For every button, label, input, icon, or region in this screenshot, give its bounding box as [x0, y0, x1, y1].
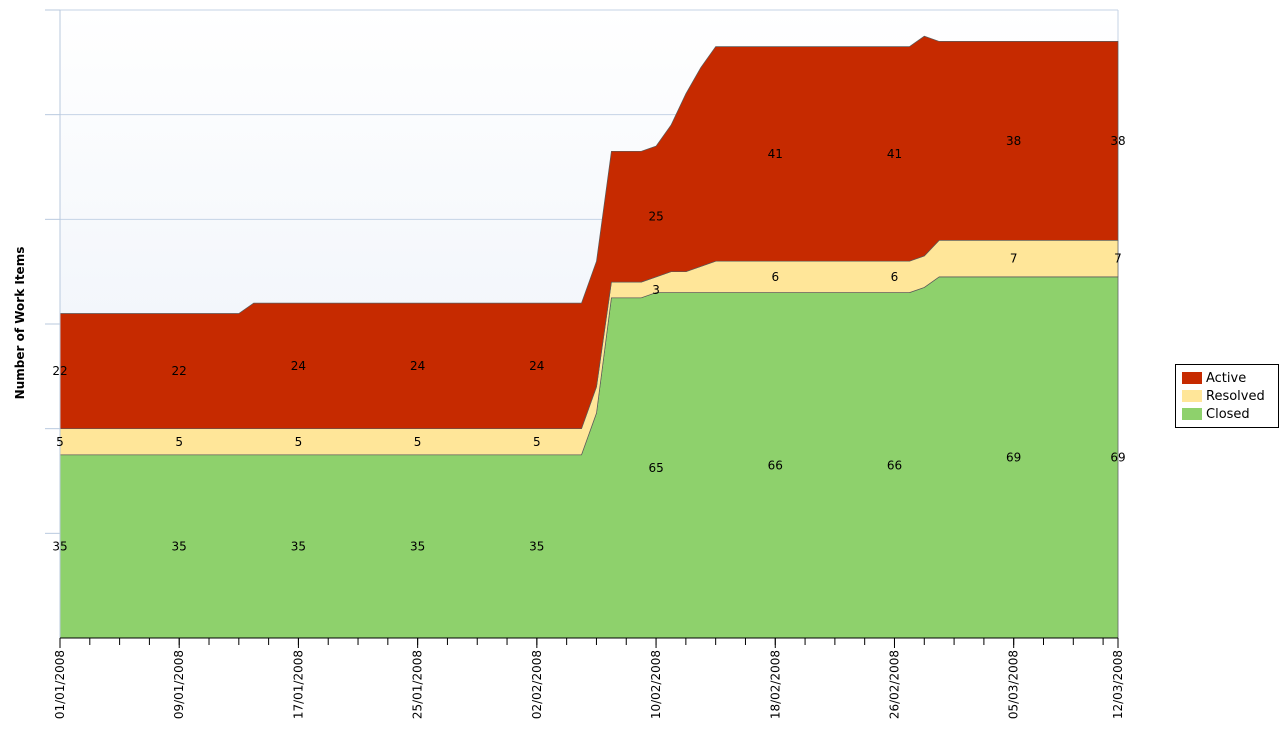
data-label-active: 38: [1006, 134, 1021, 148]
legend-item-active: Active: [1182, 369, 1278, 387]
data-label-active: 38: [1110, 134, 1125, 148]
x-tick-label: 01/01/2008: [53, 650, 67, 719]
data-label-closed: 35: [52, 539, 67, 553]
data-label-active: 41: [768, 147, 783, 161]
x-axis-ticks: 01/01/2008 09/01/2008 17/01/2008 25/01/2008…: [53, 638, 1125, 719]
data-label-closed: 66: [887, 458, 902, 472]
data-label-closed: 35: [529, 539, 544, 553]
legend-swatch-resolved: [1182, 390, 1202, 402]
legend-label-resolved: Resolved: [1206, 388, 1265, 404]
data-label-resolved: 6: [771, 270, 779, 284]
data-label-closed: 69: [1006, 451, 1021, 465]
x-tick-label: 05/03/2008: [1007, 650, 1021, 719]
legend: Active Resolved Closed: [1175, 364, 1279, 428]
data-label-closed: 66: [768, 458, 783, 472]
x-tick-label: 26/02/2008: [887, 650, 901, 719]
axes: [45, 9, 1118, 639]
legend-label-closed: Closed: [1206, 406, 1250, 422]
x-tick-label: 12/03/2008: [1111, 650, 1125, 719]
data-label-active: 24: [291, 359, 306, 373]
data-label-active: 22: [52, 364, 67, 378]
data-label-closed: 65: [648, 461, 663, 475]
series-areas: [59, 35, 1119, 639]
data-label-resolved: 3: [652, 283, 660, 297]
data-label-active: 22: [172, 364, 187, 378]
data-label-resolved: 7: [1010, 252, 1018, 266]
area-active: [59, 35, 1119, 430]
legend-label-active: Active: [1206, 370, 1247, 386]
legend-item-resolved: Resolved: [1182, 387, 1278, 405]
data-label-resolved: 5: [414, 435, 422, 449]
x-tick-label: 18/02/2008: [768, 650, 782, 719]
data-label-resolved: 5: [175, 435, 183, 449]
data-label-active: 25: [648, 210, 663, 224]
x-tick-label: 17/01/2008: [291, 650, 305, 719]
x-tick-label: 09/01/2008: [172, 650, 186, 719]
data-label-resolved: 5: [533, 435, 541, 449]
legend-swatch-closed: [1182, 408, 1202, 420]
data-label-active: 41: [887, 147, 902, 161]
data-label-resolved: 6: [891, 270, 899, 284]
data-label-closed: 69: [1110, 451, 1125, 465]
data-label-active: 24: [410, 359, 425, 373]
x-tick-label: 25/01/2008: [411, 650, 425, 719]
legend-swatch-active: [1182, 372, 1202, 384]
x-tick-label: 10/02/2008: [649, 650, 663, 719]
data-label-active: 24: [529, 359, 544, 373]
x-tick-label: 02/02/2008: [530, 650, 544, 719]
y-axis-label: Number of Work Items: [13, 247, 27, 400]
data-label-resolved: 7: [1114, 252, 1122, 266]
data-label-resolved: 5: [56, 435, 64, 449]
data-label-resolved: 5: [295, 435, 303, 449]
data-label-closed: 35: [172, 539, 187, 553]
data-label-closed: 35: [410, 539, 425, 553]
data-label-closed: 35: [291, 539, 306, 553]
legend-item-closed: Closed: [1182, 405, 1278, 423]
